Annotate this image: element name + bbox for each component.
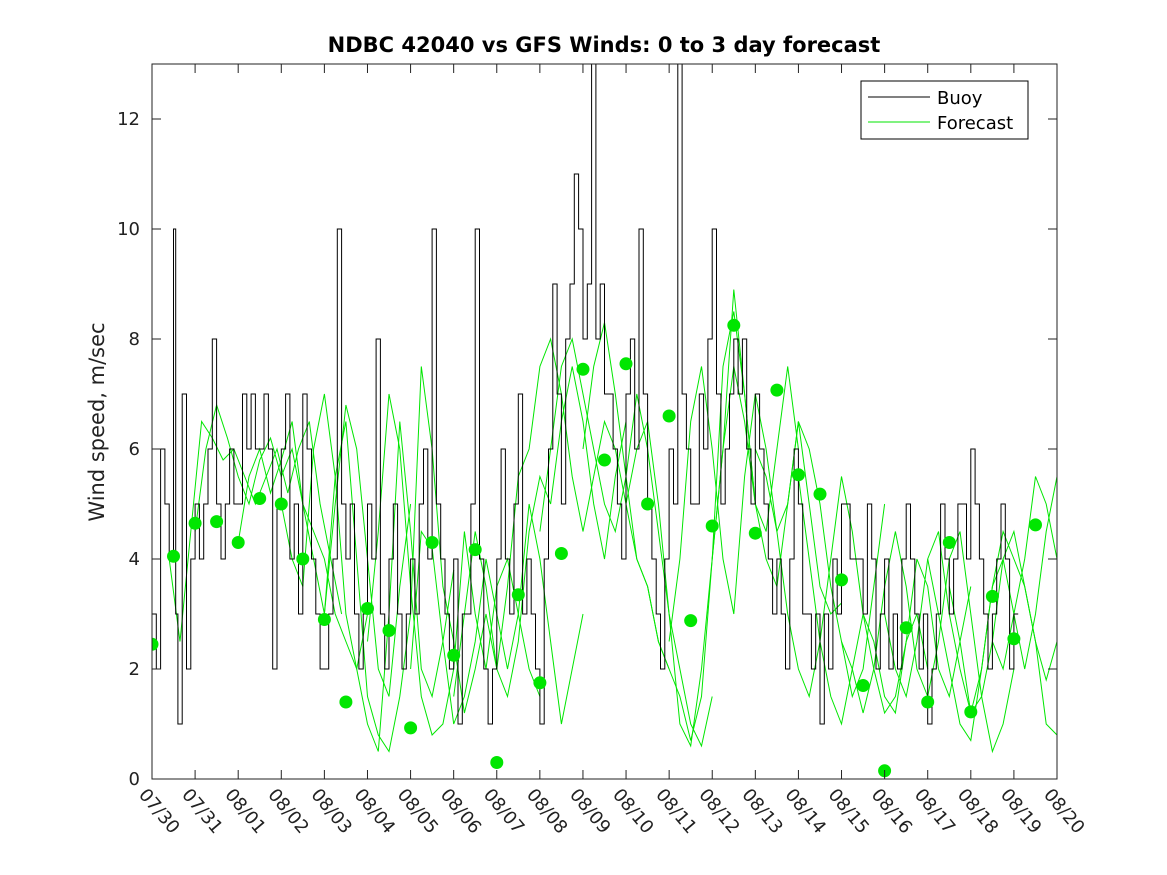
forecast-dot (598, 453, 611, 467)
y-tick-label: 0 (129, 769, 140, 790)
forecast-dot (641, 497, 655, 511)
forecast-dot (447, 648, 461, 662)
legend: Buoy Forecast (860, 80, 1029, 140)
forecast-line-20 (991, 476, 1057, 671)
legend-buoy-label: Buoy (937, 88, 983, 109)
y-tick-label: 2 (129, 659, 140, 680)
forecast-dot (856, 679, 870, 692)
forecast-dot (382, 624, 396, 637)
forecast-dot (662, 409, 676, 423)
forecast-line-15 (797, 476, 972, 726)
plot-area (152, 64, 1057, 778)
forecast-dot (361, 602, 374, 615)
forecast-line-19 (948, 529, 1057, 715)
forecast-dot (554, 547, 568, 560)
forecast-dot (533, 676, 547, 690)
forecast-dot (813, 487, 827, 501)
chart-title: NDBC 42040 vs GFS Winds: 0 to 3 day fore… (328, 33, 881, 57)
forecast-dot (1029, 518, 1042, 532)
forecast-dot (619, 357, 633, 371)
forecast-dot (985, 589, 999, 603)
forecast-dot (921, 695, 935, 709)
forecast-dot (253, 492, 267, 505)
forecast-dot (404, 721, 418, 735)
legend-forecast-label: Forecast (937, 113, 1013, 134)
legend-box (860, 80, 1029, 140)
axes-box (151, 63, 1058, 780)
forecast-dot (188, 516, 202, 530)
forecast-dot (339, 695, 353, 709)
forecast-dot (425, 536, 439, 549)
forecast-dot (727, 318, 741, 332)
forecast-dot (770, 383, 784, 397)
forecast-dot (274, 497, 288, 511)
forecast-dot (511, 588, 525, 602)
forecast-dot (167, 549, 180, 563)
forecast-line-0 (168, 420, 343, 642)
forecast-dot (791, 468, 805, 482)
y-axis-label: Wind speed, m/sec (85, 322, 109, 521)
forecast-dot (231, 536, 245, 549)
forecast-dot (296, 552, 310, 566)
y-tick-label: 8 (129, 329, 140, 350)
forecast-dot (899, 621, 913, 635)
forecast-dot (1007, 632, 1021, 646)
forecast-line-7 (453, 366, 627, 699)
forecast-dot (748, 526, 762, 540)
forecast-dot (942, 536, 956, 549)
forecast-dot (210, 515, 224, 529)
forecast-dot (317, 613, 331, 626)
forecast-line-10 (582, 289, 756, 741)
y-tick-label: 4 (129, 549, 140, 570)
buoy-line (152, 64, 1019, 725)
forecast-dot (835, 573, 848, 587)
forecast-dot (684, 614, 698, 628)
forecast-dot (964, 705, 978, 719)
y-tick-label: 12 (117, 109, 140, 130)
forecast-dot (152, 637, 159, 651)
forecast-dot (576, 362, 590, 376)
forecast-dot (468, 543, 482, 557)
y-tick-label: 6 (129, 439, 140, 460)
forecast-line-3 (280, 393, 455, 752)
forecast-dot (490, 756, 504, 769)
y-tick-label: 10 (117, 219, 140, 240)
forecast-line-13 (711, 366, 886, 699)
forecast-dot (705, 519, 719, 533)
